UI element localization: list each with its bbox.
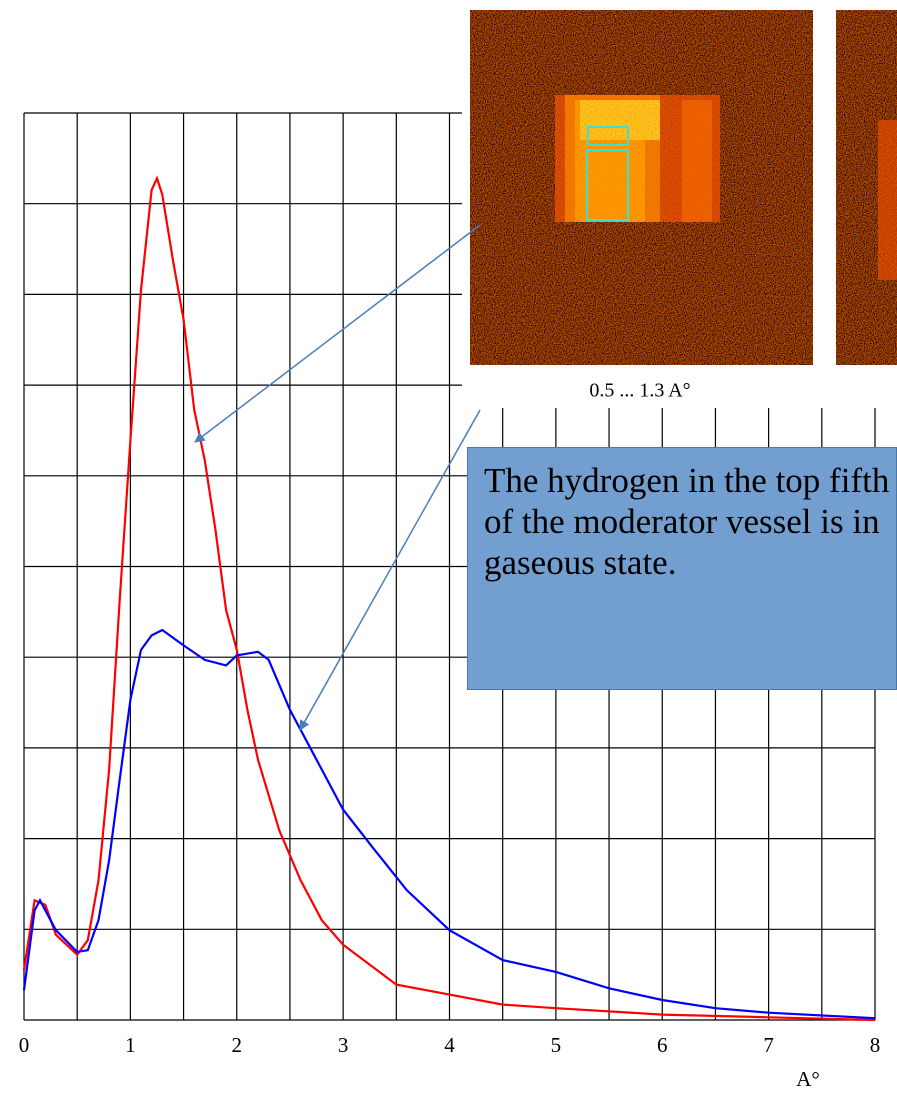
image-panel: 0.5 ... 1.3 A° [462,0,897,408]
page: {"chart_data": {"type": "line", "xlabel"… [0,0,897,1109]
x-tick-label: 5 [551,1033,562,1057]
arrow [300,410,480,730]
x-tick-label: 2 [232,1033,243,1057]
x-tick-label: 6 [657,1033,668,1057]
x-axis-label: A° [796,1067,820,1091]
arrow [195,225,480,442]
callout-text: The hydrogen in the top fifth of the mod… [484,460,897,583]
callout: The hydrogen in the top fifth of the mod… [467,447,897,690]
x-tick-label: 8 [870,1033,881,1057]
neutron-image [836,10,897,365]
x-tick-label: 7 [763,1033,774,1057]
neutron-image [470,10,813,365]
x-tick-label: 4 [444,1033,455,1057]
x-tick-label: 0 [19,1033,30,1057]
x-tick-label: 3 [338,1033,349,1057]
image-caption: 0.5 ... 1.3 A° [589,380,690,402]
x-tick-label: 1 [125,1033,136,1057]
